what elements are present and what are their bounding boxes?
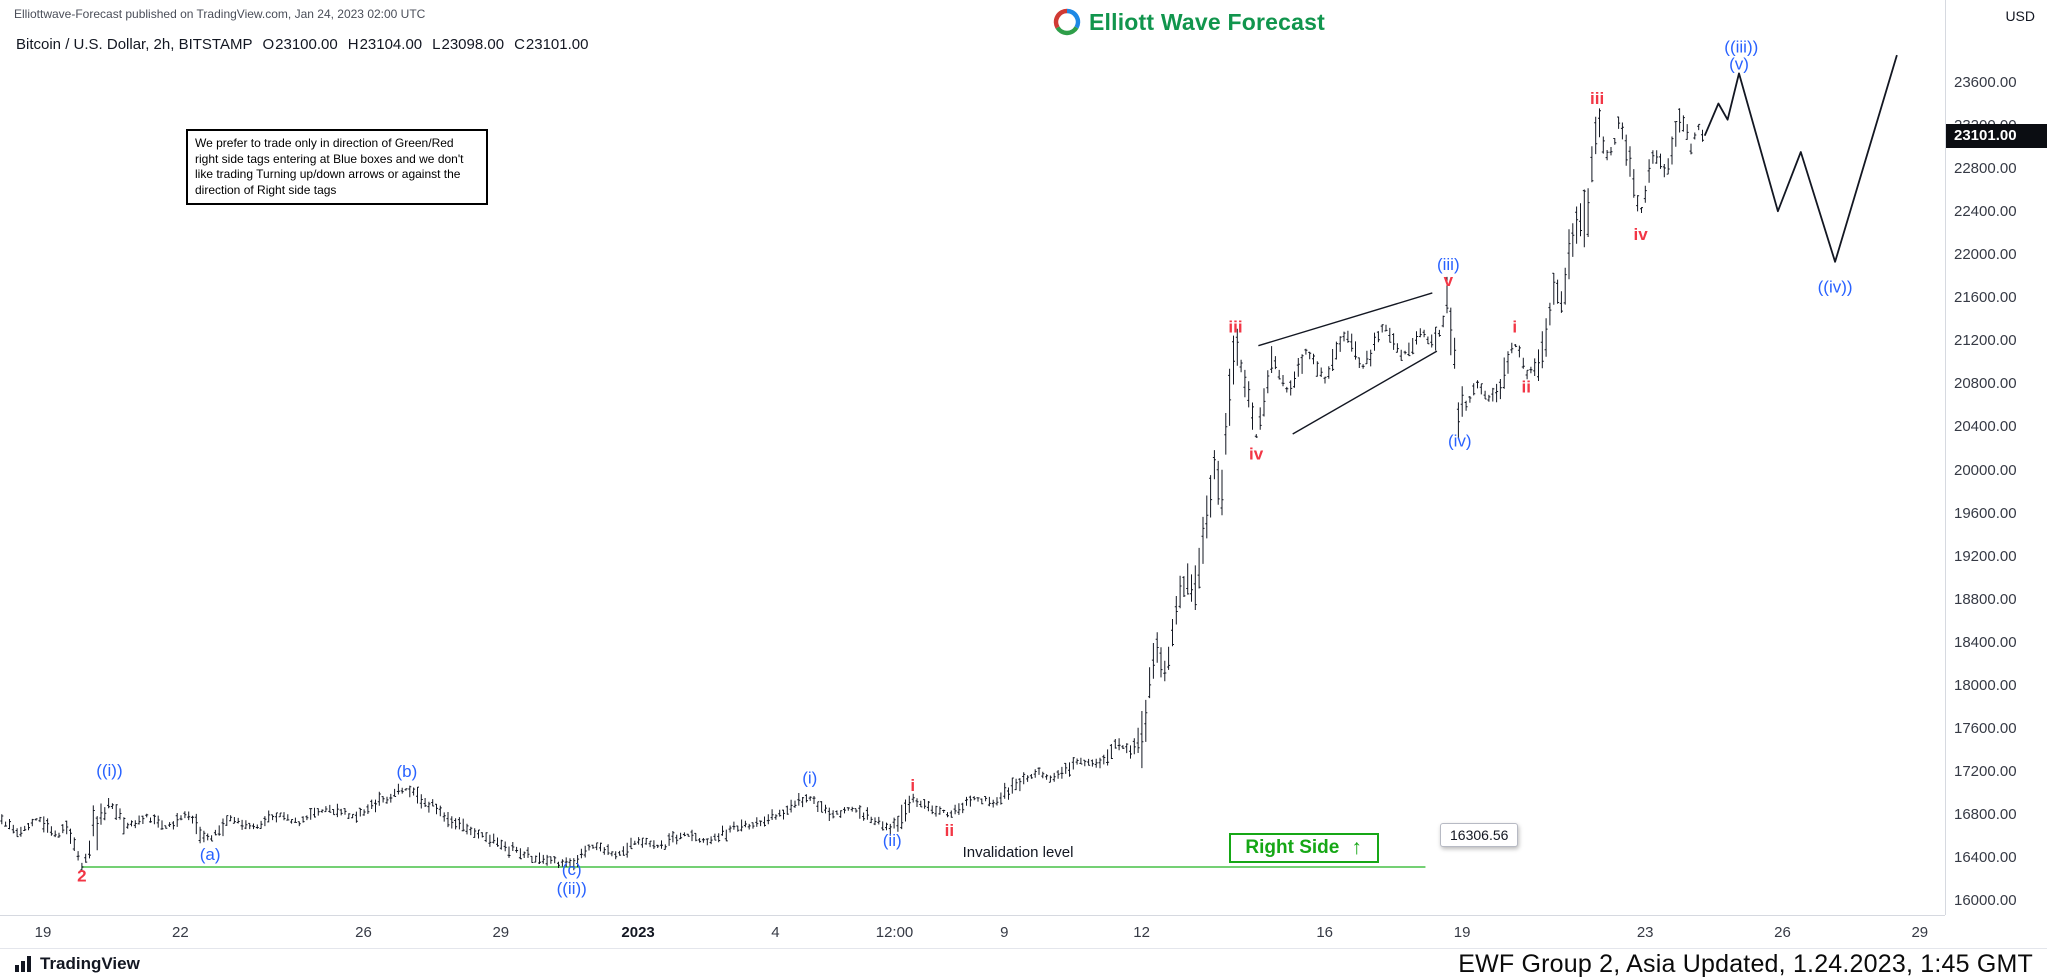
time-axis[interactable]: 19 22 26 29 2023 4 12:00 9 12 16 19 23 26 29 [0,915,1945,948]
time-tick-label: 29 [492,924,510,941]
close-label: C [514,36,525,53]
wave-label-red[interactable]: 2 [77,866,86,885]
wave-label-blue[interactable]: ((i)) [96,761,122,780]
projection-line[interactable] [1703,54,1898,263]
price-tick-label: 18800.00 [1954,590,2017,608]
time-tick-label: 26 [355,924,372,941]
ohlc-high: H 23104.00 [348,36,422,53]
time-tick-label: 12 [1133,924,1150,941]
ohlc-open: O 23100.00 [262,36,337,53]
price-tick-label: 18400.00 [1954,633,2017,651]
wave-label-red[interactable]: iv [1249,444,1264,463]
wave-label-red[interactable]: iii [1590,89,1604,108]
time-tick-label: 4 [771,924,780,941]
ewf-brand-text: Elliott Wave Forecast [1089,8,1325,35]
wave-label-red[interactable]: i [1512,317,1517,336]
wave-label-blue[interactable]: (v) [1729,55,1749,74]
right-side-text: Right Side [1245,837,1340,859]
time-tick-label: 12:00 [875,924,914,941]
wave-label-blue[interactable]: ((iii)) [1724,38,1758,57]
price-tick-label: 22800.00 [1954,160,2017,178]
price-tick-label: 22400.00 [1954,203,2017,221]
price-tick-label: 19200.00 [1954,547,2017,565]
price-tick-label: 23600.00 [1954,74,2017,92]
up-arrow-icon: ↑ [1351,836,1362,860]
wave-label-blue[interactable]: (i) [802,768,817,787]
ewf-brand: Elliott Wave Forecast [1053,8,1325,36]
price-tick-label: 16800.00 [1954,805,2017,823]
wave-label-blue[interactable]: (b) [397,762,418,781]
price-tick-label: 19600.00 [1954,504,2017,522]
tradingview-logo[interactable]: TradingView [14,954,140,974]
wave-label-blue[interactable]: ((ii)) [557,879,587,898]
time-tick-label: 23 [1636,924,1654,941]
footer: TradingView EWF Group 2, Asia Updated, 1… [0,948,2047,979]
time-tick-label: 2023 [621,924,655,941]
symbol-info: Bitcoin / U.S. Dollar, 2h, BITSTAMP O 231… [16,36,588,53]
wave-label-blue[interactable]: (a) [200,845,221,864]
wave-label-red[interactable]: v [1444,271,1454,290]
price-tick-label: 20800.00 [1954,375,2017,393]
time-tick-label: 22 [172,924,189,941]
update-note: EWF Group 2, Asia Updated, 1.24.2023, 1:… [1458,949,2033,978]
price-tick-label: 22000.00 [1954,246,2017,264]
symbol-title[interactable]: Bitcoin / U.S. Dollar, 2h, BITSTAMP [16,36,253,53]
wave-label-blue[interactable]: (c) [562,860,582,879]
tradingview-wordmark: TradingView [40,954,140,973]
currency-label: USD [2005,8,2035,24]
price-tick-label: 16400.00 [1954,848,2017,866]
wave-label-red[interactable]: iii [1228,317,1242,336]
publish-attribution: Elliottwave-Forecast published on Tradin… [14,7,426,21]
price-tick-label: 17600.00 [1954,719,2017,737]
price-axis[interactable]: USD 23101.00 23600.0023200.0022800.00224… [1945,0,2047,915]
wave-label-blue[interactable]: ((iv)) [1818,278,1853,297]
wave-label-red[interactable]: i [910,776,915,795]
price-tick-label: 16000.00 [1954,892,2017,910]
open-label: O [262,36,275,53]
low-value: 23098.00 [441,36,505,53]
high-value: 23104.00 [359,36,423,53]
time-tick-label: 9 [1000,924,1009,941]
time-tick-label: 16 [1316,924,1334,941]
price-tick-label: 18000.00 [1954,676,2017,694]
note-box[interactable]: We prefer to trade only in direction of … [186,129,488,206]
invalidation-level-text[interactable]: Invalidation level [962,844,1074,862]
wave-label-blue[interactable]: (iv) [1448,431,1472,450]
tradingview-logo-icon [15,956,31,972]
high-label: H [347,36,359,53]
last-price-badge: 23101.00 [1946,123,2047,148]
wave-label-red[interactable]: iv [1634,225,1649,244]
time-tick-label: 26 [1774,924,1791,941]
price-tick-label: 20000.00 [1954,461,2017,479]
time-tick-label: 19 [34,924,52,941]
ohlc-close: C 23101.00 [514,36,588,53]
price-tick-label: 21200.00 [1954,332,2017,350]
wave-label-red[interactable]: ii [945,821,954,840]
trendline-2[interactable] [1292,350,1438,435]
wave-label-blue[interactable]: (ii) [883,831,902,850]
price-tick-label: 21600.00 [1954,289,2017,307]
price-tick-label: 20400.00 [1954,418,2017,436]
open-value: 23100.00 [275,36,338,53]
trendline-1[interactable] [1258,292,1433,347]
low-label: L [432,36,441,53]
time-tick-label: 29 [1911,924,1929,941]
time-tick-label: 19 [1453,924,1471,941]
ohlc-low: L 23098.00 [432,36,504,53]
invalidation-price-tag: 16306.56 [1440,823,1519,848]
close-value: 23101.00 [525,36,589,53]
right-side-tag[interactable]: Right Side ↑ [1228,833,1379,864]
wave-label-red[interactable]: ii [1521,378,1530,397]
price-tick-label: 17200.00 [1954,762,2017,780]
ewf-logo-icon [1053,8,1081,36]
wave-label-blue[interactable]: (iii) [1437,255,1460,274]
price-bars [0,108,1704,871]
